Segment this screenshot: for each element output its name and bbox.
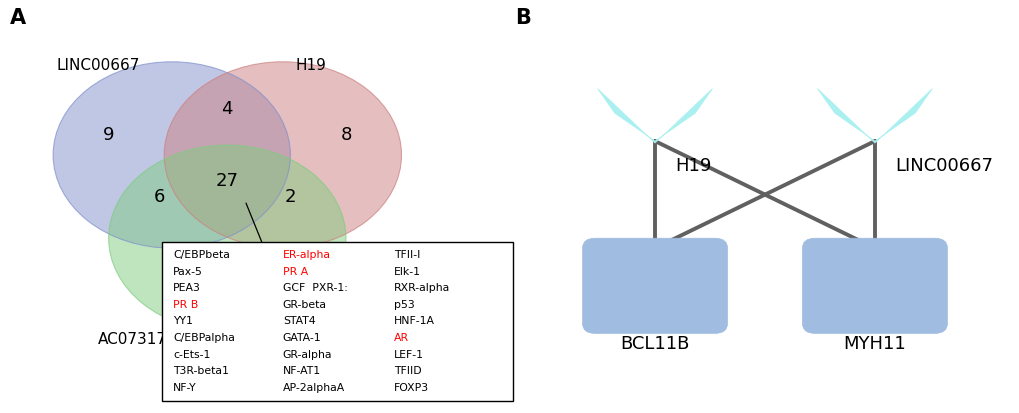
Polygon shape bbox=[597, 88, 712, 143]
Text: 27: 27 bbox=[216, 172, 238, 190]
Text: 9: 9 bbox=[103, 126, 114, 144]
Text: H19: H19 bbox=[294, 58, 326, 73]
Text: LINC00667: LINC00667 bbox=[57, 58, 140, 73]
Text: 2: 2 bbox=[284, 188, 296, 206]
Text: Elk-1: Elk-1 bbox=[393, 267, 421, 277]
Text: A: A bbox=[10, 8, 26, 28]
Text: ER-alpha: ER-alpha bbox=[282, 250, 330, 260]
Text: TFII-I: TFII-I bbox=[393, 250, 420, 260]
Text: MYH11: MYH11 bbox=[843, 335, 906, 354]
FancyBboxPatch shape bbox=[582, 238, 727, 333]
Text: AC073172.1: AC073172.1 bbox=[98, 332, 191, 347]
Text: PR A: PR A bbox=[282, 267, 308, 277]
Circle shape bbox=[164, 62, 401, 248]
Text: p53: p53 bbox=[393, 300, 415, 310]
Text: FOXP3: FOXP3 bbox=[393, 383, 429, 393]
Text: C/EBPalpha: C/EBPalpha bbox=[173, 333, 235, 343]
Text: Pax-5: Pax-5 bbox=[173, 267, 203, 277]
Text: BCL11B: BCL11B bbox=[620, 335, 689, 354]
Text: H19: H19 bbox=[675, 157, 710, 175]
Text: NF-AT1: NF-AT1 bbox=[282, 366, 321, 376]
Text: PEA3: PEA3 bbox=[173, 283, 201, 293]
Text: 2: 2 bbox=[221, 279, 232, 297]
Circle shape bbox=[109, 145, 345, 331]
Text: STAT4: STAT4 bbox=[282, 316, 315, 327]
Text: TFIID: TFIID bbox=[393, 366, 421, 376]
Text: 4: 4 bbox=[221, 100, 232, 119]
Text: GR-beta: GR-beta bbox=[282, 300, 326, 310]
Text: LINC00667: LINC00667 bbox=[894, 157, 991, 175]
Text: RXR-alpha: RXR-alpha bbox=[393, 283, 449, 293]
Text: AR: AR bbox=[393, 333, 409, 343]
Text: YY1: YY1 bbox=[173, 316, 193, 327]
Text: B: B bbox=[515, 8, 531, 28]
Circle shape bbox=[53, 62, 290, 248]
Polygon shape bbox=[816, 88, 931, 143]
FancyBboxPatch shape bbox=[161, 242, 513, 401]
Text: T3R-beta1: T3R-beta1 bbox=[173, 366, 229, 376]
Text: PR B: PR B bbox=[173, 300, 199, 310]
FancyBboxPatch shape bbox=[802, 238, 947, 333]
Text: 8: 8 bbox=[340, 126, 352, 144]
Text: GATA-1: GATA-1 bbox=[282, 333, 321, 343]
Text: GR-alpha: GR-alpha bbox=[282, 350, 332, 360]
Text: GCF  PXR-1:: GCF PXR-1: bbox=[282, 283, 347, 293]
Text: 6: 6 bbox=[153, 188, 165, 206]
Text: LEF-1: LEF-1 bbox=[393, 350, 424, 360]
Text: C/EBPbeta: C/EBPbeta bbox=[173, 250, 230, 260]
Text: HNF-1A: HNF-1A bbox=[393, 316, 434, 327]
Text: NF-Y: NF-Y bbox=[173, 383, 197, 393]
Text: c-Ets-1: c-Ets-1 bbox=[173, 350, 211, 360]
Text: AP-2alphaA: AP-2alphaA bbox=[282, 383, 344, 393]
